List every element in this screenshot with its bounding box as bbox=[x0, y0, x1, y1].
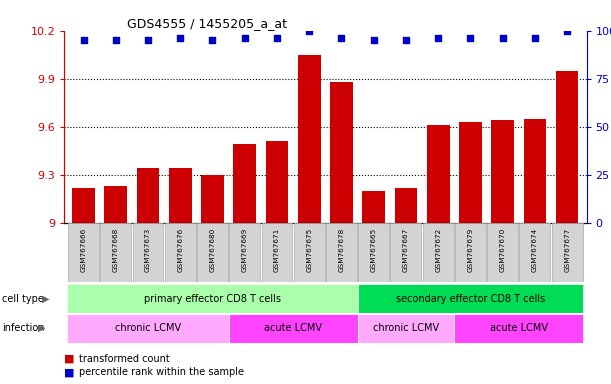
Bar bbox=[294, 223, 324, 281]
Bar bbox=[298, 55, 321, 223]
Text: GSM767671: GSM767671 bbox=[274, 227, 280, 272]
Bar bbox=[358, 223, 389, 281]
Text: GSM767668: GSM767668 bbox=[113, 227, 119, 272]
Point bbox=[498, 35, 508, 41]
Bar bbox=[229, 314, 357, 343]
Point bbox=[304, 28, 314, 34]
Point bbox=[175, 35, 185, 41]
Bar bbox=[357, 314, 455, 343]
Bar bbox=[390, 223, 422, 281]
Text: GSM767677: GSM767677 bbox=[564, 227, 570, 272]
Point bbox=[401, 37, 411, 43]
Bar bbox=[137, 168, 159, 223]
Text: GSM767672: GSM767672 bbox=[435, 227, 441, 272]
Text: acute LCMV: acute LCMV bbox=[490, 323, 548, 333]
Bar bbox=[455, 314, 584, 343]
Text: GSM767678: GSM767678 bbox=[338, 227, 345, 272]
Text: primary effector CD8 T cells: primary effector CD8 T cells bbox=[144, 293, 281, 304]
Text: infection: infection bbox=[2, 323, 45, 333]
Bar bbox=[459, 122, 481, 223]
Text: transformed count: transformed count bbox=[79, 354, 170, 364]
Bar bbox=[100, 223, 131, 281]
Point bbox=[143, 37, 153, 43]
Text: ▶: ▶ bbox=[42, 293, 49, 304]
Text: ■: ■ bbox=[64, 354, 75, 364]
Bar bbox=[201, 175, 224, 223]
Text: GSM767676: GSM767676 bbox=[177, 227, 183, 272]
Text: ▶: ▶ bbox=[38, 323, 45, 333]
Bar bbox=[229, 223, 260, 281]
Point bbox=[562, 28, 572, 34]
Bar bbox=[487, 223, 518, 281]
Point bbox=[240, 35, 250, 41]
Bar bbox=[423, 223, 454, 281]
Bar bbox=[165, 223, 196, 281]
Point bbox=[433, 35, 443, 41]
Text: chronic LCMV: chronic LCMV bbox=[115, 323, 181, 333]
Bar bbox=[519, 223, 551, 281]
Text: percentile rank within the sample: percentile rank within the sample bbox=[79, 367, 244, 377]
Point bbox=[272, 35, 282, 41]
Text: GSM767680: GSM767680 bbox=[210, 227, 216, 272]
Point bbox=[530, 35, 540, 41]
Text: GSM767675: GSM767675 bbox=[306, 227, 312, 272]
Bar bbox=[427, 125, 450, 223]
Text: secondary effector CD8 T cells: secondary effector CD8 T cells bbox=[396, 293, 545, 304]
Bar bbox=[262, 223, 293, 281]
Bar bbox=[357, 284, 584, 313]
Bar bbox=[104, 186, 127, 223]
Bar bbox=[330, 82, 353, 223]
Text: cell type: cell type bbox=[2, 293, 44, 304]
Text: GSM767666: GSM767666 bbox=[81, 227, 87, 272]
Point bbox=[111, 37, 120, 43]
Text: ■: ■ bbox=[64, 367, 75, 377]
Bar bbox=[67, 284, 357, 313]
Point bbox=[79, 37, 89, 43]
Text: GSM767667: GSM767667 bbox=[403, 227, 409, 272]
Point bbox=[466, 35, 475, 41]
Point bbox=[369, 37, 379, 43]
Bar bbox=[233, 144, 256, 223]
Text: GSM767669: GSM767669 bbox=[242, 227, 247, 272]
Text: GSM767670: GSM767670 bbox=[500, 227, 506, 272]
Bar bbox=[133, 223, 164, 281]
Text: GSM767665: GSM767665 bbox=[371, 227, 377, 272]
Text: GSM767679: GSM767679 bbox=[467, 227, 474, 272]
Bar bbox=[326, 223, 357, 281]
Bar bbox=[197, 223, 228, 281]
Bar bbox=[552, 223, 583, 281]
Bar bbox=[556, 71, 579, 223]
Bar bbox=[395, 187, 417, 223]
Bar bbox=[169, 168, 191, 223]
Bar bbox=[67, 314, 229, 343]
Bar bbox=[491, 120, 514, 223]
Text: GSM767674: GSM767674 bbox=[532, 227, 538, 272]
Bar bbox=[72, 187, 95, 223]
Text: chronic LCMV: chronic LCMV bbox=[373, 323, 439, 333]
Text: GDS4555 / 1455205_a_at: GDS4555 / 1455205_a_at bbox=[127, 17, 287, 30]
Bar bbox=[362, 191, 385, 223]
Bar bbox=[524, 119, 546, 223]
Point bbox=[208, 37, 218, 43]
Text: GSM767673: GSM767673 bbox=[145, 227, 151, 272]
Text: acute LCMV: acute LCMV bbox=[264, 323, 322, 333]
Bar bbox=[455, 223, 486, 281]
Bar bbox=[266, 141, 288, 223]
Point bbox=[337, 35, 346, 41]
Bar bbox=[68, 223, 99, 281]
